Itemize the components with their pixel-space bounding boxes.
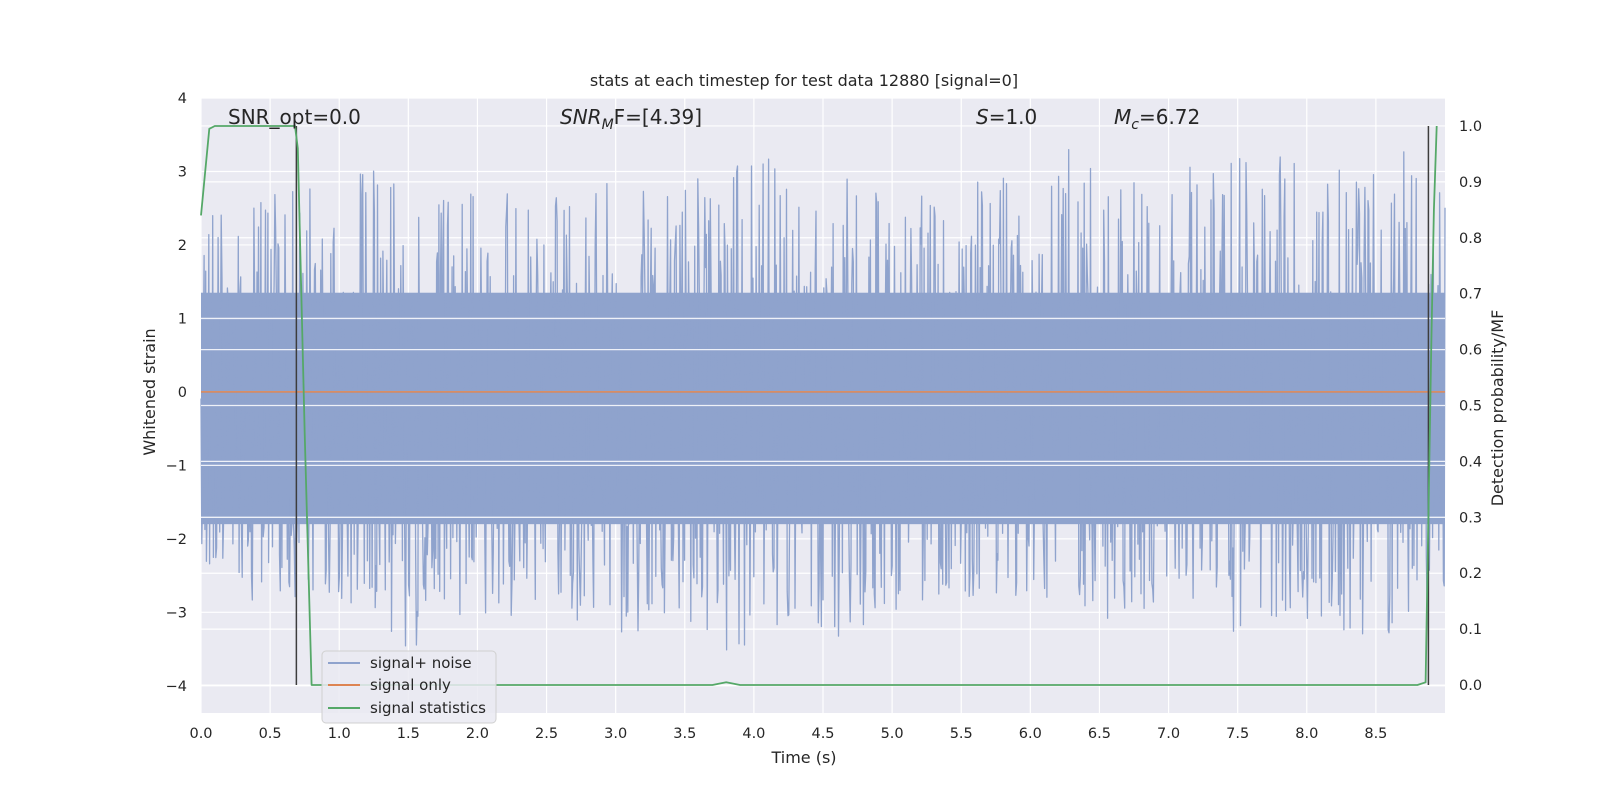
x-tick-label: 5.5 xyxy=(950,726,973,742)
x-tick-label: 4.0 xyxy=(742,726,765,742)
vertical-marker-lines xyxy=(295,125,1430,686)
y-left-tick-label: −4 xyxy=(166,679,187,695)
x-tick-label: 2.0 xyxy=(466,726,489,742)
y-left-tick-label: 4 xyxy=(178,91,187,107)
y-left-tick-label: 1 xyxy=(178,311,187,327)
annotation-s: S=1.0 xyxy=(976,105,1037,129)
x-tick-label: 5.0 xyxy=(881,726,904,742)
y-right-tick-label: 0.9 xyxy=(1459,175,1482,191)
chart-title: stats at each timestep for test data 128… xyxy=(590,71,1018,90)
x-tick-labels: 0.0 0.5 1.0 1.5 2.0 2.5 3.0 3.5 4.0 4.5 5.0 5.5 6.0 6… xyxy=(189,726,1387,742)
annotation-snr-mf: SNRMF=[4.39] xyxy=(560,105,702,133)
y-left-tick-label: −3 xyxy=(166,605,187,621)
y-right-tick-label: 0.1 xyxy=(1459,622,1482,638)
y-right-tick-label: 0.0 xyxy=(1459,678,1482,694)
x-tick-label: 2.5 xyxy=(535,726,558,742)
legend: signal+ noise signal only signal statist… xyxy=(321,650,497,724)
y-left-tick-label: −2 xyxy=(166,532,187,548)
x-tick-label: 7.0 xyxy=(1157,726,1180,742)
legend-label-signal-statistics: signal statistics xyxy=(370,699,486,717)
x-tick-label: 0.5 xyxy=(259,726,282,742)
y-right-tick-label: 1.0 xyxy=(1459,119,1482,135)
x-tick-label: 1.5 xyxy=(397,726,420,742)
y-right-tick-label: 0.8 xyxy=(1459,231,1482,247)
y-right-tick-label: 0.4 xyxy=(1459,454,1482,470)
x-tick-label: 8.5 xyxy=(1364,726,1387,742)
series-signal-statistics xyxy=(200,125,1438,686)
y-right-tick-label: 0.7 xyxy=(1459,287,1482,303)
x-tick-label: 3.5 xyxy=(673,726,696,742)
x-tick-label: 6.5 xyxy=(1088,726,1111,742)
y-right-tick-label: 0.3 xyxy=(1459,510,1482,526)
y-right-tick-label: 0.6 xyxy=(1459,343,1482,359)
legend-box xyxy=(321,650,497,724)
y-right-axis-label: Detection probability/MF xyxy=(1488,310,1507,507)
y-left-tick-label: 3 xyxy=(178,164,187,180)
x-tick-label: 3.0 xyxy=(604,726,627,742)
y-left-tick-label: 0 xyxy=(178,385,187,401)
x-axis-label: Time (s) xyxy=(770,748,836,767)
signal-statistics-line xyxy=(200,125,1438,686)
x-tick-label: 1.0 xyxy=(328,726,351,742)
y-left-axis-label: Whitened strain xyxy=(140,328,159,455)
legend-label-signal-only: signal only xyxy=(370,676,451,694)
y-left-tick-label: −1 xyxy=(166,458,187,474)
x-tick-label: 7.5 xyxy=(1226,726,1249,742)
y-left-tick-label: 2 xyxy=(178,238,187,254)
y-right-tick-labels: 0.0 0.1 0.2 0.3 0.4 0.5 0.6 0.7 0.8 0.9 1.0 xyxy=(1459,119,1482,694)
noise-waveform xyxy=(200,148,1446,651)
x-tick-label: 6.0 xyxy=(1019,726,1042,742)
y-right-tick-label: 0.5 xyxy=(1459,399,1482,415)
x-tick-label: 4.5 xyxy=(811,726,834,742)
y-left-tick-labels: −4 −3 −2 −1 0 1 2 3 4 xyxy=(166,91,187,695)
legend-label-signal-noise: signal+ noise xyxy=(370,654,472,672)
annotation-snr-opt: SNR_opt=0.0 xyxy=(228,105,361,129)
x-tick-label: 8.0 xyxy=(1295,726,1318,742)
y-right-tick-label: 0.2 xyxy=(1459,566,1482,582)
x-tick-label: 0.0 xyxy=(189,726,212,742)
annotation-mc: Mc=6.72 xyxy=(1114,105,1200,133)
